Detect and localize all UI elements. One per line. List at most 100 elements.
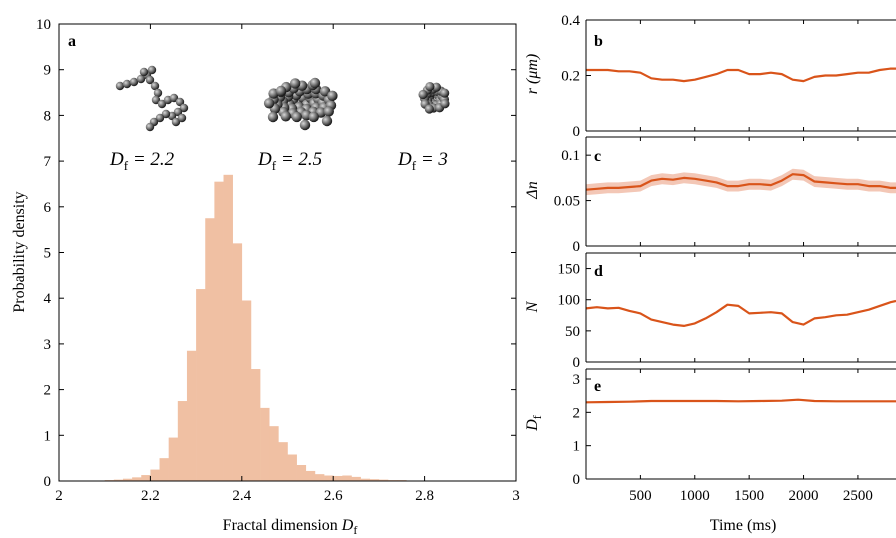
panel-c-y-tick-label-0.1: 0.1 [561,148,580,164]
panel-e-y-tick-label-0: 0 [573,472,581,488]
panel-a-ticks: 2 2.2 2.4 2.6 2.8 3 0 1 2 3 4 5 6 7 8 9 10 [36,17,520,504]
sphere-11 [157,99,167,109]
sphere-25 [418,89,428,100]
histogram-bar-13 [214,181,224,482]
histogram-bar-30 [369,479,380,481]
histogram-bar-7 [159,458,169,481]
panel-e-x-tick-label-2500: 2500 [843,488,873,504]
histogram-bar-31 [378,479,389,481]
panel-c-letter: c [594,148,601,165]
panel-c-error-band [586,168,896,196]
sphere-14 [175,97,185,107]
sphere-51 [263,98,275,109]
sphere-0 [115,81,125,91]
histogram-bar-28 [351,476,361,481]
panel-e-y-tick-label-3: 3 [573,372,581,388]
panel-b-series-line [586,67,896,83]
histogram-bar-18 [260,407,270,481]
sphere-49 [289,78,301,89]
inset-label-2.2: Df = 2.2 [109,149,175,173]
inset-label-2.5: Df = 2.5 [257,149,322,173]
histogram-bar-6 [150,469,160,481]
sphere-3 [136,74,146,84]
sphere-18 [161,109,171,119]
x-tick-label-2.8: 2.8 [415,488,434,504]
panel-e-x-tick-label-500: 500 [629,488,652,504]
sphere-9 [153,88,163,98]
panel-d-y-tick-label-150: 150 [558,262,581,278]
sphere-54 [321,115,333,127]
panel-d: d N 0 50 100 150 [524,252,896,371]
x-tick-label-2.4: 2.4 [232,488,251,504]
panel-e-y-tick-label-2: 2 [573,405,581,421]
panel-a: 2 2.2 2.4 2.6 2.8 3 0 1 2 3 4 5 6 7 8 9 10 a Df = 2.2 Df… [11,17,520,537]
panel-e-x-tick-label-1500: 1500 [734,488,764,504]
histogram-bar-3 [122,478,133,481]
histogram-bar-27 [342,475,352,481]
histogram-bar-14 [223,174,233,481]
panel-b-ylabel: r (μm) [524,54,541,94]
sphere-28 [425,81,435,92]
panel-e-x-tick-label-2000: 2000 [789,488,819,504]
histogram-bar-2 [113,479,124,481]
x-tick-label-2.2: 2.2 [141,488,160,504]
sphere-15 [179,103,189,113]
y-tick-label-6: 6 [44,200,52,216]
sphere-55 [275,85,287,97]
sphere-16 [173,107,183,117]
panel-e-xlabel: Time (ms) [710,517,777,534]
sphere-13 [169,93,179,103]
cluster-image-3 [418,81,450,114]
panel-c: c Δn 0 0.05 0.1 [524,136,896,255]
histogram-bar-15 [232,243,243,481]
panel-a-ylabel: Probability density [11,191,28,312]
panel-e: e Df Time (ms) 0 1 2 3 500 1000 1500 2000 2500 [524,368,896,534]
panel-d-series-line [585,299,896,327]
sphere-53 [299,119,311,131]
panel-c-series-line [585,173,896,191]
sphere-19 [155,113,165,123]
histogram-bar-17 [250,369,261,481]
sphere-48 [280,111,291,122]
sphere-40 [291,111,302,123]
y-tick-label-0: 0 [44,474,52,490]
histogram-bar-23 [305,470,316,481]
panel-a-letter: a [68,33,76,50]
sphere-22 [171,117,181,127]
panel-c-y-tick-label-0: 0 [573,239,581,255]
sphere-45 [308,111,319,123]
cluster-image-2.5 [263,77,338,131]
sphere-10 [151,95,161,105]
histogram-bar-19 [269,426,279,481]
histogram-bar-26 [333,475,343,481]
histogram-bar-29 [360,478,371,481]
sphere-21 [145,122,155,132]
y-tick-label-10: 10 [36,17,51,33]
sphere-8 [150,81,160,91]
histogram-bar-9 [177,401,188,481]
histogram-bar-4 [132,477,142,481]
panel-d-letter: d [594,263,603,280]
panel-a-xlabel: Fractal dimension Df [223,517,358,537]
sphere-27 [424,104,434,114]
panel-b: b r (μm) 0 0.2 0.4 [524,13,896,140]
panel-e-letter: e [594,378,601,395]
sphere-6 [139,67,149,77]
panel-c-y-tick-label-0.05: 0.05 [554,194,580,210]
y-tick-label-7: 7 [44,154,52,170]
histogram-bar-22 [296,465,307,481]
x-tick-label-2: 2 [55,488,63,504]
sphere-56 [309,77,321,89]
y-tick-label-1: 1 [44,428,52,444]
inset-label-3: Df = 3 [397,149,448,173]
histogram-bar-11 [196,289,206,481]
panel-e-x-tick-label-1000: 1000 [680,488,710,504]
sphere-23 [177,113,187,123]
panel-b-y-tick-label-0.2: 0.2 [561,69,580,85]
panel-d-y-tick-label-50: 50 [565,324,580,340]
panel-b-letter: b [594,33,603,50]
histogram-bar-8 [168,437,179,481]
histogram-bar-10 [186,350,197,481]
panel-b-y-tick-label-0: 0 [573,124,581,140]
